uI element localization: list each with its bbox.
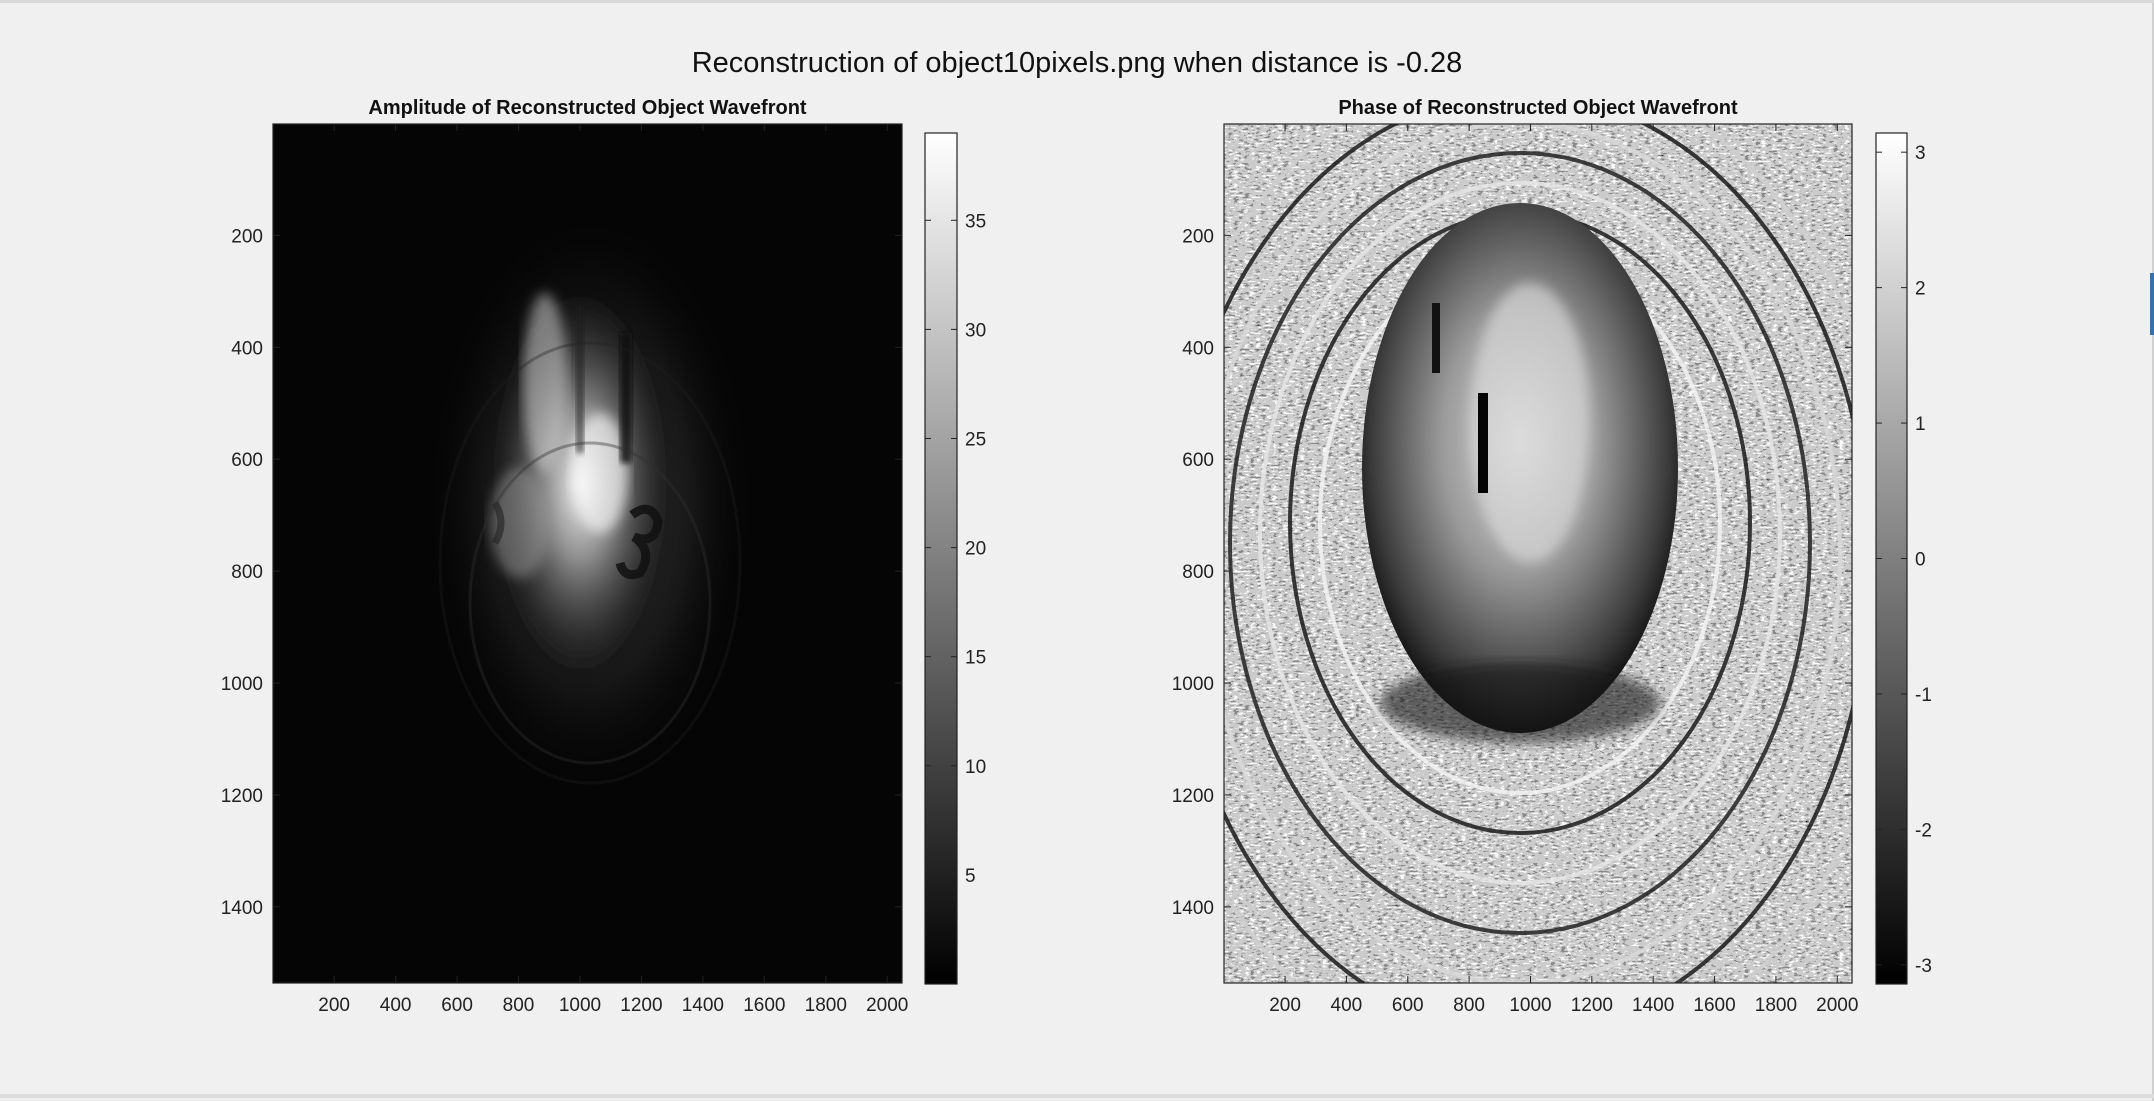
window-right-edge — [2152, 3, 2154, 1101]
y-tick-label: 1000 — [221, 674, 263, 695]
colorbar-tick-label: 0 — [1915, 550, 1926, 571]
x-tick-label: 600 — [1392, 995, 1424, 1016]
colorbar-tick-label: -3 — [1915, 956, 1932, 977]
x-tick-label: 400 — [1331, 995, 1363, 1016]
y-tick-label: 1000 — [1172, 674, 1214, 695]
amplitude-plot-title: Amplitude of Reconstructed Object Wavefr… — [368, 97, 807, 119]
colorbar-tick-label: 3 — [1915, 143, 1926, 164]
figure-suptitle: Reconstruction of object10pixels.png whe… — [691, 47, 1463, 79]
amplitude-x-ticks: 200 400 600 800 1000 1200 1400 1600 1800 2000 — [318, 124, 908, 1016]
x-tick-label: 1600 — [743, 995, 785, 1016]
x-tick-label: 800 — [1453, 995, 1485, 1016]
colorbar-tick-label: 10 — [965, 757, 986, 778]
colorbar-tick-label: 20 — [965, 539, 986, 560]
y-tick-label: 600 — [1182, 450, 1214, 471]
x-tick-label: 1200 — [620, 995, 662, 1016]
y-tick-label: 1400 — [1172, 898, 1214, 919]
colorbar-tick-label: 15 — [965, 648, 986, 669]
y-tick-label: 600 — [231, 450, 263, 471]
y-tick-label: 800 — [231, 562, 263, 583]
colorbar-tick-label: 25 — [965, 429, 986, 450]
amplitude-colorbar-ticks: 5 10 15 20 25 30 35 — [925, 211, 986, 887]
y-tick-label: 1200 — [1172, 786, 1214, 807]
colorbar-tick-label: 35 — [965, 211, 986, 232]
x-tick-label: 1400 — [682, 995, 724, 1016]
amplitude-axes: Amplitude of Reconstructed Object Wavefr… — [221, 97, 909, 1016]
x-tick-label: 1200 — [1571, 995, 1613, 1016]
x-tick-label: 1400 — [1632, 995, 1674, 1016]
y-tick-label: 800 — [1182, 562, 1214, 583]
amplitude-y-ticks: 200 400 600 800 1000 1200 1400 — [221, 226, 902, 919]
y-tick-label: 400 — [1182, 338, 1214, 359]
y-tick-label: 400 — [231, 338, 263, 359]
x-tick-label: 600 — [441, 995, 473, 1016]
colorbar-tick-label: 1 — [1915, 414, 1926, 435]
y-tick-label: 200 — [1182, 226, 1214, 247]
colorbar-tick-label: 5 — [965, 866, 976, 887]
phase-x-ticks: 200 400 600 800 1000 1200 1400 1600 1800 2000 — [1269, 124, 1858, 1016]
x-tick-label: 200 — [1269, 995, 1301, 1016]
colorbar-tick-label: 30 — [965, 320, 986, 341]
amplitude-colorbar: 5 10 15 20 25 30 35 — [924, 132, 986, 985]
x-tick-label: 1800 — [805, 995, 847, 1016]
phase-axes: Phase of Reconstructed Object Wavefront — [1172, 97, 1859, 1016]
x-tick-label: 200 — [318, 995, 350, 1016]
phase-colorbar: -3 -2 -1 0 1 2 3 — [1875, 132, 1932, 985]
figure-canvas: Amplitude of Reconstructed Object Wavefr… — [221, 97, 1932, 1016]
phase-colorbar-ticks: -3 -2 -1 0 1 2 3 — [1876, 143, 1932, 977]
colorbar-tick-label: -2 — [1915, 820, 1932, 841]
colorbar-tick-label: -1 — [1915, 685, 1932, 706]
y-tick-label: 1200 — [221, 786, 263, 807]
x-tick-label: 800 — [503, 995, 535, 1016]
phase-image — [1224, 124, 1852, 983]
phase-plot-title: Phase of Reconstructed Object Wavefront — [1338, 97, 1738, 119]
window-edge-tab[interactable] — [2150, 273, 2154, 335]
x-tick-label: 1000 — [559, 995, 601, 1016]
amplitude-image — [273, 124, 902, 983]
x-tick-label: 1800 — [1755, 995, 1797, 1016]
y-tick-label: 1400 — [221, 898, 263, 919]
phase-y-ticks: 200 400 600 800 1000 1200 1400 — [1172, 226, 1852, 919]
colorbar-tick-label: 2 — [1915, 279, 1926, 300]
x-tick-label: 400 — [380, 995, 412, 1016]
x-tick-label: 2000 — [866, 995, 908, 1016]
x-tick-label: 2000 — [1816, 995, 1858, 1016]
y-tick-label: 200 — [231, 226, 263, 247]
x-tick-label: 1000 — [1509, 995, 1551, 1016]
x-tick-label: 1600 — [1693, 995, 1735, 1016]
window-bottom-edge — [0, 1094, 2154, 1098]
